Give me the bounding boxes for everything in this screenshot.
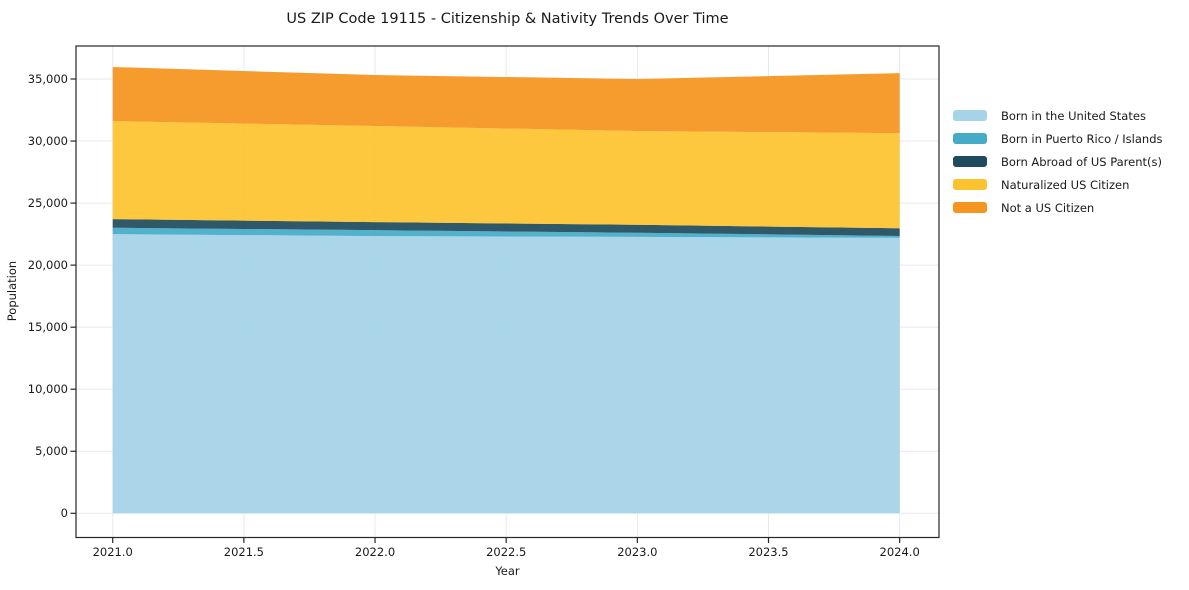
x-tick-label: 2022.5: [486, 545, 527, 559]
legend-label: Not a US Citizen: [1001, 200, 1095, 215]
y-tick-label: 35,000: [27, 72, 68, 86]
y-tick-label: 0: [60, 506, 68, 521]
legend-label: Born in the United States: [1001, 108, 1146, 123]
legend-swatch-not-a-us-citizen: [953, 201, 987, 214]
y-tick-label: 30,000: [27, 134, 68, 149]
legend-label: Born Abroad of US Parent(s): [1001, 154, 1162, 169]
legend-item-not-a-us-citizen: Not a US Citizen: [953, 197, 1094, 219]
area-naturalized-us-citizen: [112, 121, 900, 229]
legend-swatch-naturalized-us-citizen: [953, 178, 987, 191]
x-axis-label: Year: [495, 564, 520, 578]
x-tick-label: 2023.0: [617, 545, 658, 559]
area-born-in-the-united-states: [112, 234, 900, 514]
legend-swatch-born-in-the-united-states: [953, 109, 987, 122]
legend-label: Naturalized US Citizen: [1001, 177, 1130, 192]
legend-swatch-born-abroad-of-us-parent-s: [953, 155, 987, 168]
y-tick-label: 20,000: [27, 258, 68, 273]
legend-item-naturalized-us-citizen: Naturalized US Citizen: [953, 174, 1129, 196]
area-born-in-puerto-rico-islands: [112, 227, 900, 238]
y-tick-label: 5,000: [35, 444, 68, 459]
x-tick-label: 2023.5: [748, 545, 789, 559]
x-tick-label: 2022.0: [354, 545, 396, 559]
x-tick-label: 2024.0: [879, 545, 920, 559]
legend-item-born-in-puerto-rico-islands: Born in Puerto Rico / Islands: [953, 128, 1163, 150]
legend-swatch-born-in-puerto-rico-islands: [953, 132, 987, 145]
y-tick-label: 25,000: [27, 196, 68, 211]
y-tick-label: 15,000: [27, 320, 68, 335]
area-not-a-us-citizen: [112, 66, 900, 134]
area-born-abroad-of-us-parent-s: [112, 219, 900, 236]
plot-border: [75, 45, 940, 539]
legend-item-born-abroad-of-us-parent-s: Born Abroad of US Parent(s): [953, 151, 1162, 173]
y-tick-label: 10,000: [27, 382, 68, 397]
legend-item-born-in-the-united-states: Born in the United States: [953, 105, 1146, 127]
chart-title: US ZIP Code 19115 - Citizenship & Nativi…: [286, 11, 729, 27]
legend-label: Born in Puerto Rico / Islands: [1001, 131, 1163, 146]
x-tick-label: 2021.5: [223, 545, 264, 559]
x-tick-label: 2021.0: [92, 545, 133, 559]
